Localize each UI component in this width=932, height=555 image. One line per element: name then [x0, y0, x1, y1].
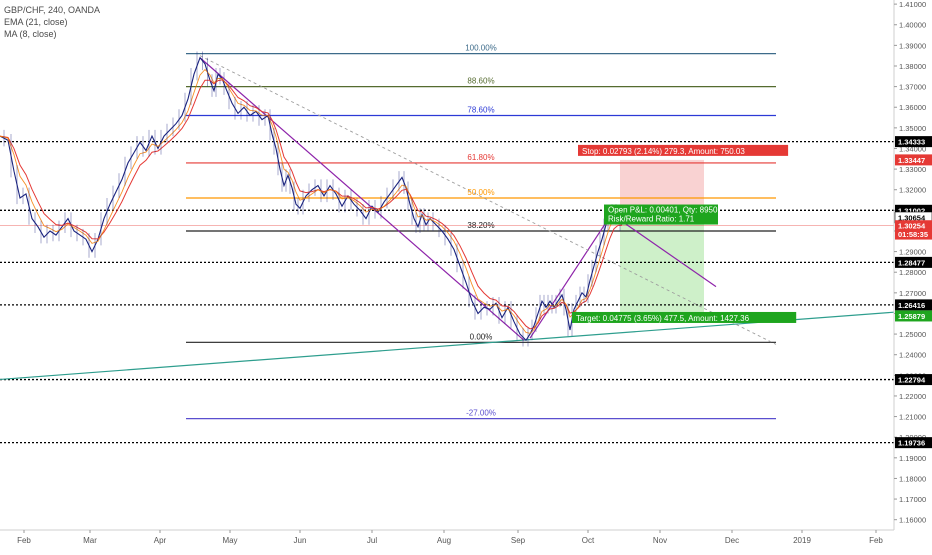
price-tick-label: 1.18000 — [899, 474, 926, 483]
level-tag-bg — [895, 299, 932, 311]
time-tick-label: Mar — [83, 536, 97, 545]
price-marker-bg — [895, 310, 932, 322]
time-axis: Feb Mar Apr May Jun Jul Aug Sep Oct Nov Dec 2019 Feb — [0, 529, 932, 550]
level-tag: 1.34333 — [898, 138, 925, 147]
fib-level-label: 0.00% — [470, 332, 493, 341]
price-tick-label: 1.35000 — [899, 124, 926, 133]
price-marker-bg — [895, 220, 932, 232]
open-pnl-bg — [604, 204, 718, 225]
fib-level-label: 78.60% — [467, 105, 494, 114]
level-tag-bg — [895, 374, 932, 386]
ma-line — [0, 68, 623, 334]
price-markers: 1.34333 1.31002 1.28477 1.26416 1.22794 1.197… — [894, 136, 932, 449]
time-tick-label: Feb — [869, 536, 883, 545]
price-tick-label: 1.29000 — [899, 248, 926, 257]
ema-line — [0, 79, 623, 330]
price-tick-label: 1.24000 — [899, 351, 926, 360]
price-tick-label: 1.17000 — [899, 495, 926, 504]
fib-level-label: -27.00% — [466, 409, 496, 418]
stop-label-bg — [578, 144, 789, 156]
price-tick-label: 1.39000 — [899, 41, 926, 50]
symbol-label[interactable]: GBP/CHF, 240, OANDA — [4, 5, 101, 15]
price-marker: 1.30254 — [898, 222, 926, 231]
horizontal-levels — [0, 140, 894, 444]
level-tag-bg — [895, 256, 932, 268]
level-tag-bg — [895, 437, 932, 449]
time-tick-label: Dec — [725, 536, 739, 545]
trendline-rising-channel — [529, 210, 615, 339]
time-tick-label: Apr — [154, 536, 167, 545]
target-label: Target: 0.04775 (3.65%) 477.5, Amount: 1… — [576, 314, 750, 323]
level-tag: 1.28477 — [898, 258, 925, 267]
price-marker-bg — [895, 154, 932, 166]
ma-label[interactable]: MA (8, close) — [4, 29, 57, 39]
trendline-long-dashed — [199, 55, 777, 345]
position-labels: Stop: 0.02793 (2.14%) 279.3, Amount: 750… — [572, 144, 797, 323]
risk-reward-label: Risk/Reward Ratio: 1.71 — [608, 215, 695, 224]
chart-legend: GBP/CHF, 240, OANDA EMA (21, close) MA (… — [4, 4, 100, 40]
target-zone — [620, 217, 704, 316]
time-tick-label: Feb — [17, 536, 31, 545]
time-tick-label: Sep — [511, 536, 526, 545]
time-tick-label: Aug — [437, 536, 451, 545]
price-tick-label: 1.37000 — [899, 83, 926, 92]
price-tick-label: 1.36000 — [899, 103, 926, 112]
price-tick-label: 1.21000 — [899, 413, 926, 422]
price-tick-label: 1.41000 — [899, 0, 926, 9]
price-tick-label: 1.22000 — [899, 392, 926, 401]
price-tick-label: 1.28000 — [899, 268, 926, 277]
position-zones — [620, 159, 704, 316]
price-tick-label: 1.34000 — [899, 144, 926, 153]
price-marker: 1.33447 — [898, 156, 925, 165]
trendline-falling-channel — [199, 57, 525, 341]
time-tick-label: 2019 — [793, 536, 811, 545]
price-tick-label: 1.25000 — [899, 330, 926, 339]
fib-level-label: 88.60% — [467, 77, 494, 86]
level-tag-bg — [895, 136, 932, 148]
level-tag: 1.22794 — [898, 376, 926, 385]
time-tick-label: May — [222, 536, 237, 545]
price-tick-label: 1.19000 — [899, 454, 926, 463]
time-tick-label: Nov — [653, 536, 667, 545]
time-tick-label: Oct — [582, 536, 595, 545]
price-tick-label: 1.27000 — [899, 289, 926, 298]
level-tag: 1.31002 — [898, 206, 925, 215]
price-marker-bg — [895, 228, 932, 240]
price-tick-label: 1.33000 — [899, 165, 926, 174]
price-tick-label: 1.38000 — [899, 62, 926, 71]
ema-label[interactable]: EMA (21, close) — [4, 17, 68, 27]
fib-level-label: 50.00% — [467, 188, 494, 197]
price-marker: 1.25879 — [898, 312, 925, 321]
level-tag-bg — [895, 204, 932, 216]
level-tag: 1.26416 — [898, 301, 925, 310]
price-marker: 01:58:35 — [898, 230, 928, 239]
trendlines — [0, 55, 932, 381]
price-tick-label: 1.40000 — [899, 21, 926, 30]
fib-level-label: 100.00% — [465, 44, 497, 53]
time-axis-bg — [0, 530, 932, 550]
price-tick-label: 1.32000 — [899, 186, 926, 195]
fib-level-label: 61.80% — [467, 153, 494, 162]
open-pnl-label: Open P&L: 0.00401, Qty: 8950 — [608, 206, 718, 215]
level-tag: 1.19736 — [898, 439, 925, 448]
trendline-projection — [617, 218, 717, 288]
fibonacci-retracement: 100.00%88.60%78.60%61.80%50.00%38.20%0.0… — [186, 44, 776, 420]
time-tick-label: Jun — [294, 536, 307, 545]
target-label-bg — [572, 311, 797, 323]
price-series — [0, 51, 623, 347]
stop-label: Stop: 0.02793 (2.14%) 279.3, Amount: 750… — [582, 147, 745, 156]
price-line — [0, 56, 623, 342]
time-tick-label: Jul — [367, 536, 377, 545]
price-marker: 1.30654 — [898, 213, 926, 222]
price-tick-label: 1.16000 — [899, 516, 926, 525]
